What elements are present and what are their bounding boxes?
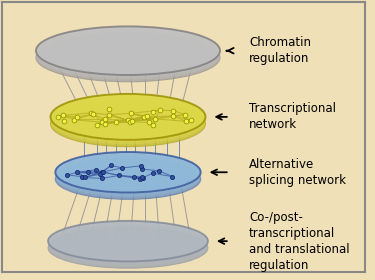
Point [137,177,143,181]
Point [141,115,147,119]
Point [127,119,133,124]
Ellipse shape [48,221,208,262]
Point [79,175,85,180]
Point [99,176,105,181]
Point [97,172,103,176]
Point [99,120,105,125]
Point [146,120,152,125]
Point [140,176,146,180]
Ellipse shape [56,154,201,195]
Ellipse shape [36,33,220,82]
Point [75,170,81,174]
Ellipse shape [48,225,208,266]
Point [93,167,99,172]
Point [170,108,176,113]
Ellipse shape [36,26,220,75]
Point [82,175,88,179]
Point [64,173,70,177]
Ellipse shape [56,152,201,193]
Point [152,116,158,121]
Ellipse shape [36,26,220,75]
Ellipse shape [36,31,220,80]
Point [170,174,176,179]
Ellipse shape [48,223,208,264]
Point [150,171,156,175]
Point [119,166,125,170]
Point [183,119,189,123]
Ellipse shape [56,152,201,193]
Ellipse shape [48,228,208,268]
Ellipse shape [51,101,206,147]
Text: Chromatin
regulation: Chromatin regulation [249,36,311,65]
Point [113,120,119,124]
Point [140,175,146,179]
Ellipse shape [51,94,206,140]
Point [170,114,176,118]
Ellipse shape [36,29,220,77]
Ellipse shape [48,228,208,268]
Ellipse shape [51,96,206,142]
Ellipse shape [51,94,206,140]
Point [102,121,108,126]
Point [74,115,80,119]
Point [150,123,156,127]
Point [138,164,144,168]
Point [105,106,111,111]
Point [116,173,122,178]
Point [60,113,66,118]
Point [144,114,150,118]
Ellipse shape [56,159,201,199]
Point [129,119,135,123]
Point [106,112,112,117]
Point [108,163,114,168]
Point [99,170,105,174]
Ellipse shape [51,99,206,144]
Point [131,175,137,179]
Text: Co-/post-
transcriptional
and translational
regulation: Co-/post- transcriptional and translatio… [249,211,350,272]
Point [182,112,188,117]
Point [55,115,61,119]
Point [128,111,134,116]
Ellipse shape [51,101,206,147]
Point [100,170,106,174]
Ellipse shape [56,159,201,199]
Point [124,118,130,123]
Point [157,108,163,112]
Point [88,111,94,115]
Text: Transcriptional
network: Transcriptional network [249,102,336,131]
Ellipse shape [56,157,201,197]
Point [94,123,100,127]
Point [102,117,108,122]
Point [150,110,156,115]
Ellipse shape [48,221,208,262]
Point [90,112,96,116]
Point [188,118,194,122]
Point [85,170,91,174]
Point [61,118,67,123]
Point [71,117,77,122]
Point [138,167,144,171]
Point [156,169,162,173]
Text: Alternative
splicing network: Alternative splicing network [249,158,346,187]
Ellipse shape [36,33,220,82]
